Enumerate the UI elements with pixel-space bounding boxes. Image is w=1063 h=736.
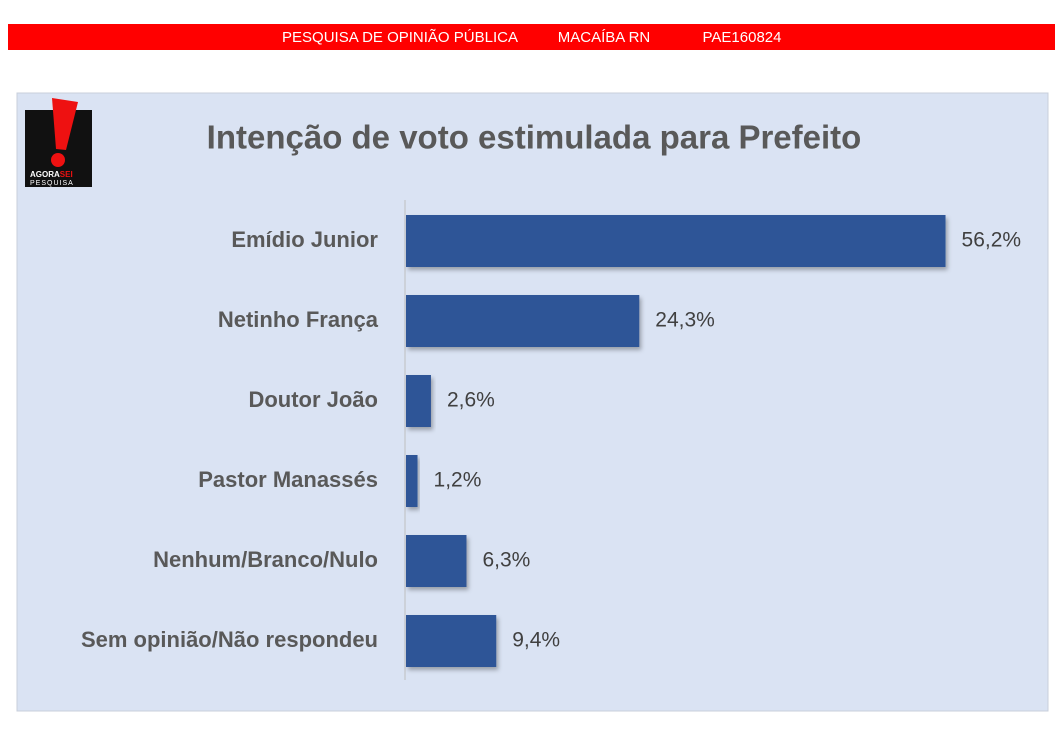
logo-sub: PESQUISA xyxy=(30,180,74,187)
value-label: 6,3% xyxy=(482,549,530,572)
bar xyxy=(406,215,946,267)
bar xyxy=(406,535,467,587)
category-label: Netinho França xyxy=(218,307,379,332)
logo-mark xyxy=(52,98,78,150)
bar xyxy=(406,295,640,347)
logo-dot xyxy=(51,153,65,167)
logo-text: AGORASEI xyxy=(30,170,73,179)
category-label: Sem opinião/Não respondeu xyxy=(81,627,378,652)
header-text: PAE160824 xyxy=(703,29,782,46)
bar xyxy=(406,615,497,667)
category-label: Nenhum/Branco/Nulo xyxy=(153,547,378,572)
header-text: PESQUISA DE OPINIÃO PÚBLICA xyxy=(282,29,518,46)
bar xyxy=(406,375,431,427)
value-label: 9,4% xyxy=(512,629,560,652)
value-label: 24,3% xyxy=(655,309,715,332)
category-label: Pastor Manassés xyxy=(198,467,378,492)
category-label: Emídio Junior xyxy=(231,227,378,252)
category-label: Doutor João xyxy=(248,387,378,412)
header-text: MACAÍBA RN xyxy=(558,29,651,46)
logo: AGORASEI PESQUISA xyxy=(25,98,92,187)
value-label: 1,2% xyxy=(434,469,482,492)
header-bar xyxy=(8,24,1055,50)
value-label: 2,6% xyxy=(447,389,495,412)
bar xyxy=(406,455,418,507)
chart-panel xyxy=(16,92,1049,712)
value-label: 56,2% xyxy=(962,229,1022,252)
chart-title: Intenção de voto estimulada para Prefeit… xyxy=(207,119,862,156)
